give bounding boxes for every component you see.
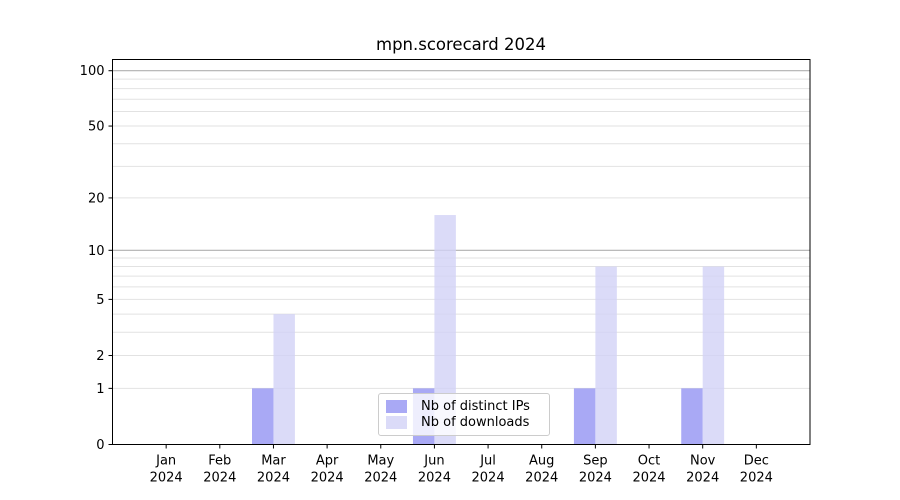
x-tick-label-month: Sep: [583, 454, 608, 469]
x-tick-label-month: Jun: [423, 454, 444, 469]
x-tick-label-month: Oct: [638, 454, 660, 469]
x-tick-label-year: 2024: [525, 471, 558, 486]
bar-distinct-ips-nov: [681, 388, 703, 444]
x-tick-label-year: 2024: [740, 471, 773, 486]
x-tick-label-month: May: [367, 454, 394, 469]
y-tick-label: 0: [96, 438, 104, 453]
legend-item-downloads: Nb of downloads: [386, 415, 542, 431]
bar-distinct-ips-mar: [252, 388, 274, 444]
bar-downloads-nov: [702, 266, 725, 444]
y-tick-label: 10: [88, 244, 105, 259]
bar-downloads-jun: [434, 215, 456, 444]
y-tick-label: 20: [88, 191, 105, 206]
x-tick-label-year: 2024: [418, 471, 451, 486]
x-tick-label-year: 2024: [364, 471, 397, 486]
y-tick-label: 50: [88, 120, 105, 135]
legend-swatch-downloads: [386, 416, 407, 430]
x-tick-label-year: 2024: [472, 471, 505, 486]
legend-item-distinct-ips: Nb of distinct IPs: [386, 398, 542, 414]
x-tick-label-month: Mar: [261, 454, 286, 469]
y-tick-label: 2: [96, 349, 104, 364]
x-tick-label-year: 2024: [632, 471, 665, 486]
y-tick-label: 100: [80, 64, 105, 79]
legend-swatch-distinct-ips: [386, 399, 407, 413]
bar-distinct-ips-sep: [573, 388, 596, 444]
x-tick-label-month: Feb: [208, 454, 231, 469]
axes-spines: [112, 59, 811, 445]
y-tick-label: 1: [96, 382, 104, 397]
x-tick-label-year: 2024: [257, 471, 290, 486]
bar-downloads-sep: [595, 266, 617, 444]
x-tick-label-month: Aug: [529, 454, 554, 469]
x-tick-label-month: Apr: [316, 454, 339, 469]
x-tick-label-year: 2024: [579, 471, 612, 486]
legend: Nb of distinct IPs Nb of downloads: [378, 393, 550, 436]
legend-label-distinct-ips: Nb of distinct IPs: [421, 398, 530, 414]
y-tick-label: 5: [96, 293, 104, 308]
x-tick-label-year: 2024: [150, 471, 183, 486]
x-tick-label-year: 2024: [686, 471, 719, 486]
x-tick-label-month: Nov: [690, 454, 716, 469]
bar-downloads-mar: [273, 314, 295, 444]
x-tick-label-year: 2024: [311, 471, 344, 486]
x-tick-label-month: Jan: [155, 454, 176, 469]
x-tick-label-year: 2024: [203, 471, 236, 486]
legend-label-downloads: Nb of downloads: [421, 415, 530, 431]
chart-title: mpn.scorecard 2024: [376, 35, 546, 54]
x-tick-label-month: Jul: [479, 454, 496, 469]
x-tick-label-month: Dec: [744, 454, 769, 469]
